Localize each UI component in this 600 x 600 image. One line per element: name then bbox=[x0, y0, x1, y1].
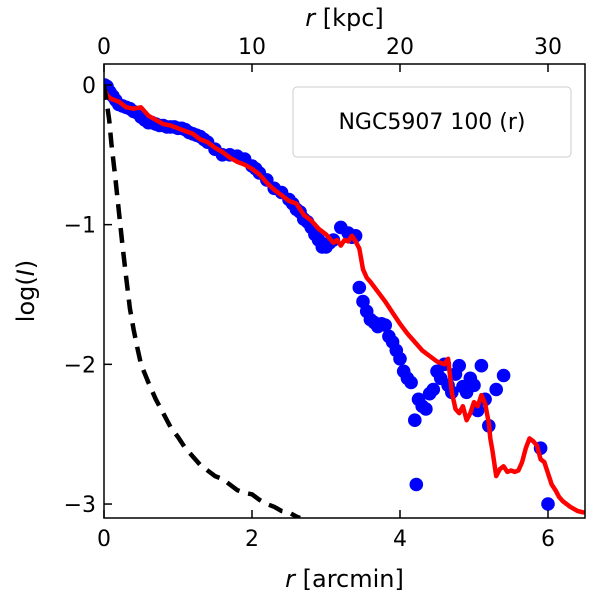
legend: NGC5907 100 (r) bbox=[292, 86, 572, 158]
data-point bbox=[352, 280, 367, 295]
y-axis-label: log(I) bbox=[12, 260, 40, 322]
top-axis-label-var: r bbox=[305, 4, 317, 32]
data-point bbox=[409, 477, 424, 492]
data-point bbox=[378, 318, 393, 333]
y-axis-label-post: ) bbox=[12, 260, 40, 269]
data-point bbox=[496, 368, 511, 383]
data-point bbox=[408, 413, 422, 428]
top-tick-label: 30 bbox=[534, 35, 562, 60]
x-tick-label: 4 bbox=[393, 527, 407, 552]
x-tick-label: 0 bbox=[97, 527, 111, 552]
y-axis-label-pre: log( bbox=[12, 276, 40, 322]
series-layer bbox=[104, 78, 585, 518]
plot-frame bbox=[103, 63, 586, 519]
data-point bbox=[404, 375, 418, 390]
y-axis-label-var: I bbox=[12, 269, 40, 276]
top-axis-label-unit: [kpc] bbox=[315, 4, 384, 32]
y-tick-label: −3 bbox=[64, 493, 96, 518]
data-point bbox=[426, 382, 441, 397]
y-tick-label: 0 bbox=[82, 74, 96, 99]
data-point bbox=[419, 402, 433, 416]
top-tick-label: 10 bbox=[238, 35, 266, 60]
y-tick-label: −2 bbox=[64, 353, 96, 378]
model-line bbox=[104, 86, 585, 515]
psf-dashed-line bbox=[104, 84, 301, 518]
data-point bbox=[452, 358, 467, 373]
data-point bbox=[474, 358, 489, 373]
top-tick-label: 20 bbox=[386, 35, 414, 60]
data-point bbox=[393, 352, 407, 366]
data-point bbox=[467, 378, 481, 393]
x-axis-label: r [arcmin] bbox=[285, 565, 404, 593]
x-tick-label: 6 bbox=[541, 527, 555, 552]
top-tick-label: 0 bbox=[97, 35, 111, 60]
y-tick-label: −1 bbox=[64, 214, 96, 239]
top-axis-label: r [kpc] bbox=[305, 4, 384, 32]
ticks-layer: 0 2 4 6 0 10 20 30 0 −1 −2 −3 bbox=[64, 35, 562, 552]
legend-box bbox=[292, 86, 572, 158]
data-point bbox=[541, 497, 555, 511]
x-axis-label-unit: [arcmin] bbox=[295, 565, 404, 593]
data-point bbox=[489, 382, 504, 397]
x-axis-label-var: r bbox=[285, 565, 297, 593]
x-tick-label: 2 bbox=[245, 527, 259, 552]
legend-text: NGC5907 100 (r) bbox=[338, 110, 525, 135]
